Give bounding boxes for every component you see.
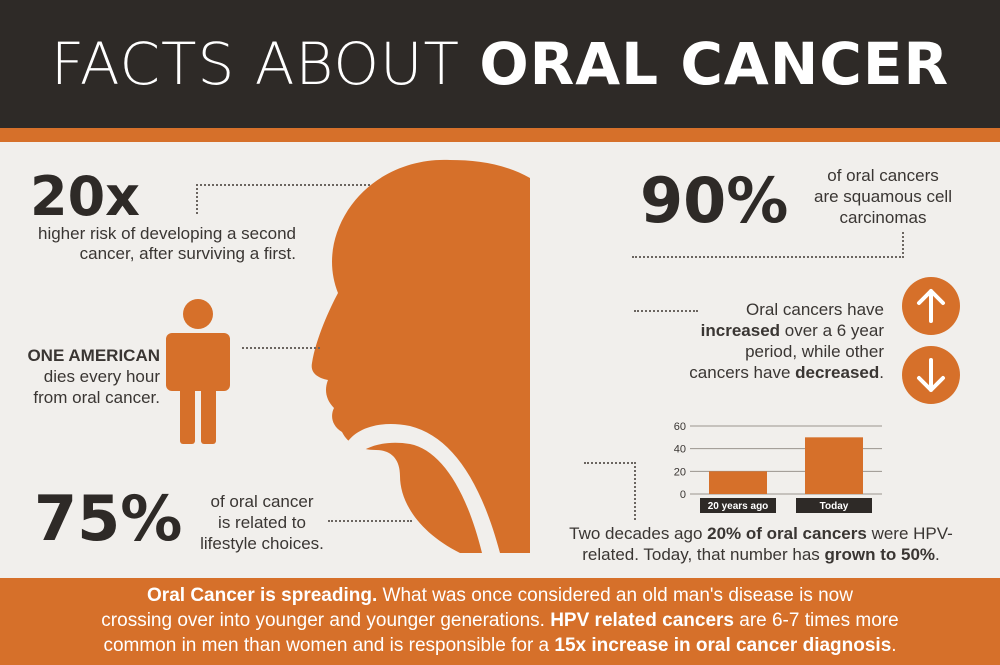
connector-20x (196, 184, 370, 214)
hpv-l1-post: were HPV- (866, 524, 953, 543)
hpv-l2-post: . (935, 545, 940, 564)
trend-decreased: decreased (795, 363, 880, 382)
connector-chart (584, 462, 636, 520)
stat-75-line1: of oral cancer (210, 492, 314, 511)
connector-one-american (242, 347, 320, 349)
stat-90-value: 90% (640, 164, 789, 237)
person-icon (166, 299, 230, 444)
hpv-l2-bold: grown to 50% (824, 545, 936, 564)
chart-y-tick-label: 60 (674, 421, 686, 433)
trend-increased: increased (700, 321, 781, 340)
footer-s2-bold: HPV related cancers (550, 610, 734, 631)
stat-75-line3: lifestyle choices. (200, 534, 324, 553)
hpv-line1: Two decades ago 20% of oral cancers were… (546, 524, 976, 544)
stat-75-line2: is related to (218, 513, 306, 532)
footer-line2: crossing over into younger and younger g… (0, 608, 1000, 633)
footer-line3: common in men than women and is responsi… (0, 633, 1000, 658)
stat-90-line1: of oral cancers (827, 166, 939, 185)
trend-line4-post: . (879, 363, 884, 382)
one-american-line3: from oral cancer. (33, 388, 160, 407)
hpv-l1-bold: 20% of oral cancers (707, 524, 867, 543)
chart-category-label-bg (700, 498, 776, 513)
footer-s3-post: . (891, 635, 897, 656)
footer-s3-bold: 15x increase in oral cancer diagnosis (554, 635, 892, 656)
stat-20x-caption-1: higher risk of developing a second (38, 224, 296, 243)
one-american-headline: ONE AMERICAN (27, 346, 160, 365)
chart-category-label-bg (796, 498, 872, 513)
trend-line1: Oral cancers have (746, 300, 884, 319)
footer-banner: Oral Cancer is spreading. What was once … (0, 578, 1000, 665)
trend-line4-pre: cancers have (689, 363, 796, 382)
hpv-line2: related. Today, that number has grown to… (546, 545, 976, 565)
chart-y-tick-label: 40 (674, 444, 686, 456)
trend-line3: period, while other (745, 342, 884, 361)
footer-s1-rest: What was once considered an old man's di… (377, 585, 853, 606)
header-banner (0, 0, 1000, 128)
page-title: FACTS ABOUT ORAL CANCER (0, 20, 1000, 108)
stat-90-line2: are squamous cell (814, 187, 952, 206)
footer-s2-rest: are 6-7 times more (733, 610, 899, 631)
hpv-l2-pre: related. Today, that number has (582, 545, 825, 564)
trend-line2-rest: over a 6 year (780, 321, 884, 340)
title-bold: ORAL CANCER (479, 30, 950, 98)
chart-bar (709, 471, 767, 494)
head-profile-icon (311, 159, 530, 554)
footer-line1: Oral Cancer is spreading. What was once … (0, 583, 1000, 608)
stat-90-line3: carcinomas (839, 208, 927, 227)
footer-s2-pre: crossing over into younger and younger g… (101, 610, 551, 631)
chart-category-label: Today (820, 501, 849, 512)
trend-line2: increased over a 6 year (660, 321, 884, 341)
chart-y-tick-label: 0 (680, 489, 686, 501)
stat-75-value: 75% (34, 482, 183, 555)
footer-s1-bold: Oral Cancer is spreading. (147, 585, 378, 606)
trend-line4: cancers have decreased. (660, 363, 884, 383)
chart-bar (805, 437, 863, 494)
one-american-line2: dies every hour (43, 367, 160, 386)
title-thin: FACTS ABOUT (50, 30, 480, 98)
arrow-down-icon (902, 346, 960, 404)
footer-s3-pre: common in men than women and is responsi… (103, 635, 555, 656)
connector-trend (634, 310, 698, 312)
chart-y-tick-label: 20 (674, 466, 686, 478)
chart-category-label: 20 years ago (708, 501, 769, 512)
connector-90 (632, 232, 904, 258)
header-stripe (0, 128, 1000, 142)
stat-20x-caption-2: cancer, after surviving a first. (79, 244, 296, 263)
arrow-up-icon (902, 277, 960, 335)
connector-75 (328, 520, 412, 522)
hpv-l1-pre: Two decades ago (569, 524, 708, 543)
stat-20x-value: 20x (30, 165, 140, 228)
hpv-bar-chart: 0 20 40 60 20 years ago Today (674, 421, 882, 513)
